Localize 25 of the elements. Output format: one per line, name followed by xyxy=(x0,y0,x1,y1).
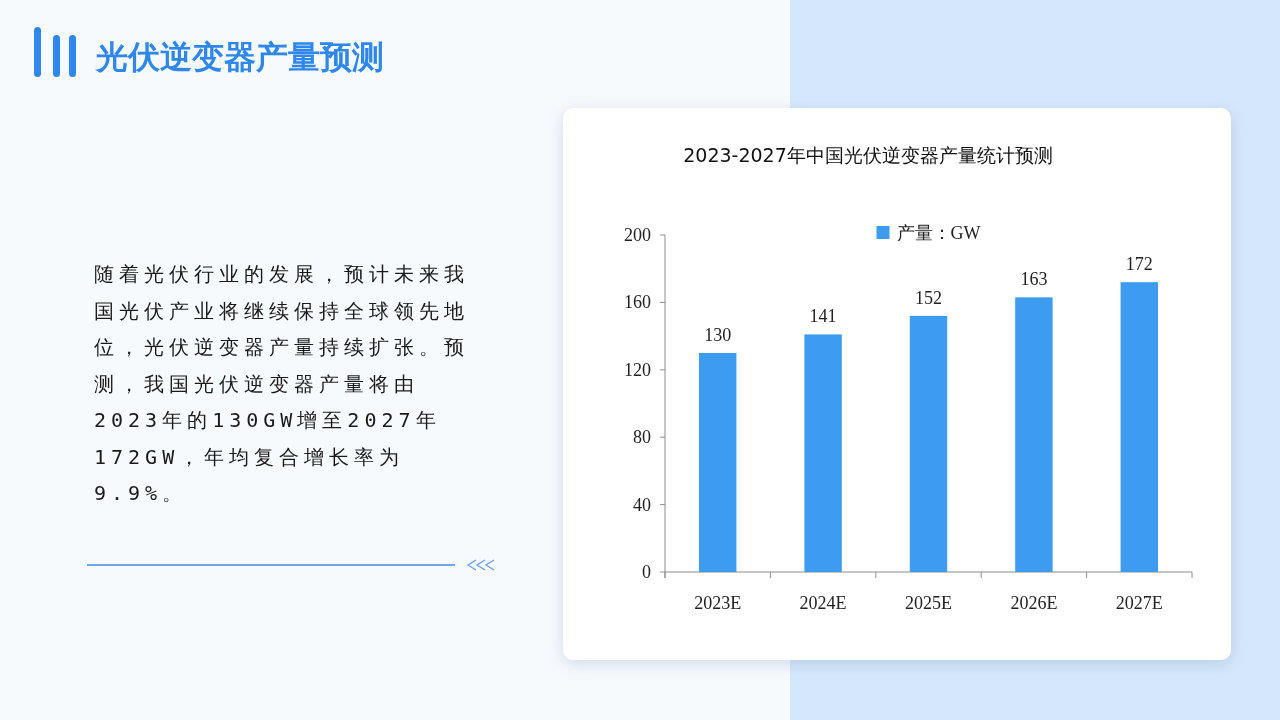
bar xyxy=(909,315,948,572)
text: 随着光伏行业的发展，预计未来我国光伏产业将继续保持全球领先地位，光伏逆变器产量持续扩张。预测，我国光伏逆变器产量将由2023年的130GW增至2027年172GW，年均复合增长率为9.9%。 xyxy=(94,261,470,507)
data-label: 163 xyxy=(1020,269,1048,290)
bar xyxy=(698,352,737,572)
legend-label: 产量：GW xyxy=(896,223,981,243)
y-tick-label: 80 xyxy=(633,427,651,448)
x-tick-label: 2023E xyxy=(694,593,742,613)
x-tick-label: 2025E xyxy=(905,593,952,613)
data-label: 172 xyxy=(1125,254,1153,275)
y-tick-label: 160 xyxy=(624,292,651,313)
data-label: 141 xyxy=(809,306,837,327)
y-tick-label: 40 xyxy=(633,494,651,515)
x-tick-label: 2026E xyxy=(1010,593,1058,613)
chart-title: 2023-2027年中国光伏逆变器产量统计预测 xyxy=(683,144,1053,166)
bar xyxy=(1120,282,1159,572)
data-label: 152 xyxy=(915,287,942,308)
bar xyxy=(804,334,842,572)
y-tick-label: 200 xyxy=(624,225,651,245)
x-tick-label: 2027E xyxy=(1115,593,1163,613)
y-tick-label: 0 xyxy=(642,562,651,582)
data-label: 130 xyxy=(704,324,732,345)
bar xyxy=(1015,297,1053,572)
text: 光伏逆变器产量预测 xyxy=(96,37,384,78)
y-tick-label: 120 xyxy=(624,359,651,380)
x-tick-label: 2024E xyxy=(799,593,847,613)
